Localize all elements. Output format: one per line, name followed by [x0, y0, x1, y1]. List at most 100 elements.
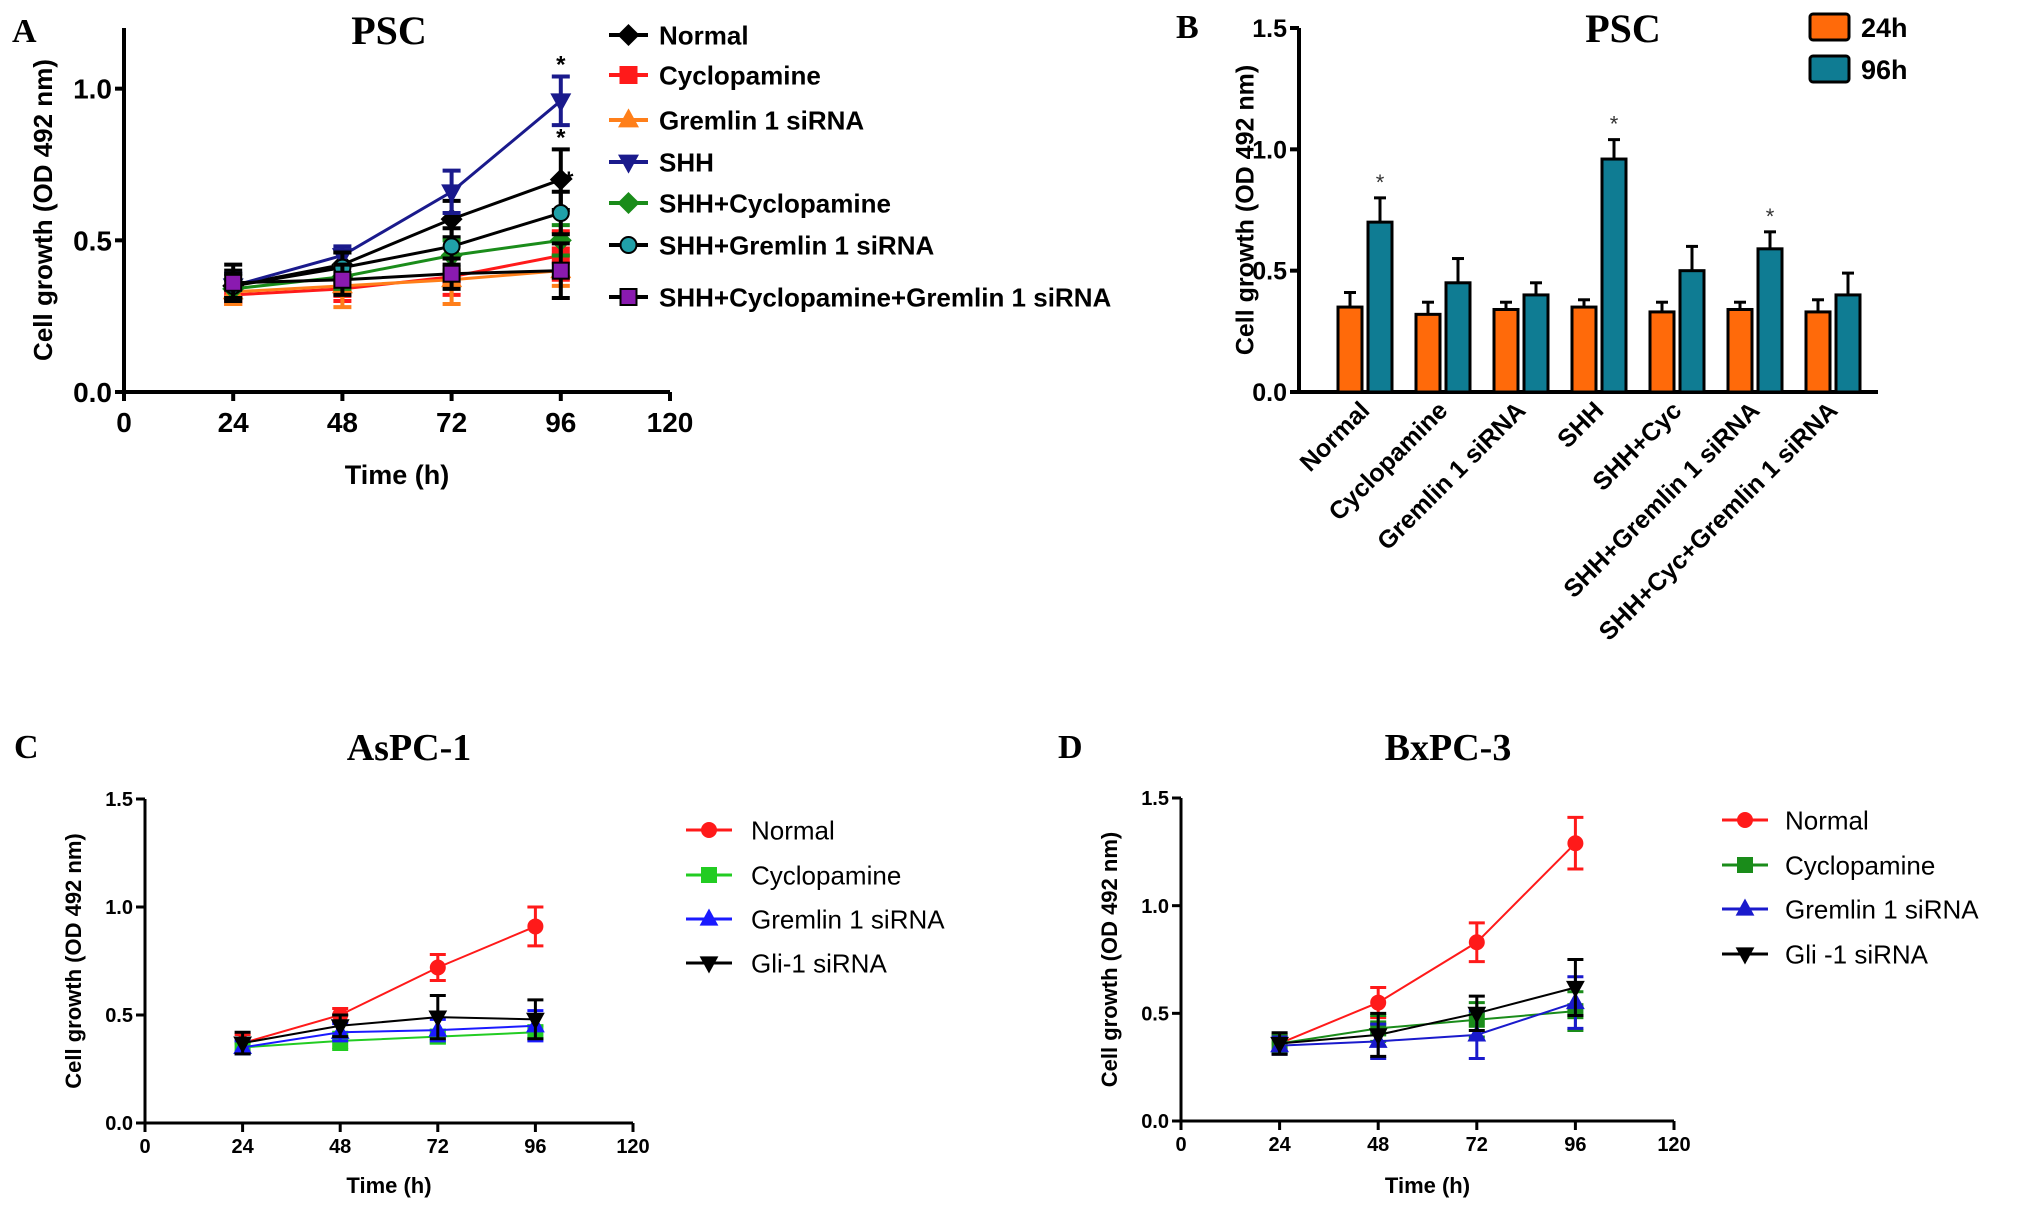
x-tick-label: 96	[545, 407, 576, 438]
significance-star: *	[1766, 204, 1775, 229]
marker-triangle-up	[1735, 898, 1755, 916]
y-tick-label: 1.0	[1252, 136, 1287, 164]
x-axis-label: Time (h)	[346, 1173, 431, 1198]
chart-title: BxPC-3	[1385, 727, 1512, 769]
bar	[1522, 293, 1550, 394]
marker-square	[701, 867, 717, 883]
significance-star: *	[556, 52, 566, 79]
bar	[1600, 157, 1628, 394]
bar-24h	[1570, 298, 1598, 394]
marker-circle	[429, 959, 446, 976]
x-axis-label: Time (h)	[1385, 1173, 1470, 1198]
series-line	[233, 269, 561, 285]
bar-96h	[1834, 271, 1862, 394]
bar	[1648, 310, 1676, 394]
marker-triangle-down	[1566, 980, 1585, 998]
marker-circle	[1737, 812, 1753, 828]
y-tick-label: 0.5	[105, 1005, 133, 1027]
legend-item: Normal	[686, 815, 835, 845]
legend-item: Gremlin 1 siRNA	[609, 105, 864, 135]
bar-24h	[1492, 300, 1520, 394]
significance-star: *	[1376, 170, 1385, 195]
series-cyclopamine	[234, 1024, 544, 1056]
x-tick-label: 0	[139, 1136, 150, 1158]
marker-triangle-down	[526, 1012, 545, 1030]
legend-item: Cyclopamine	[686, 860, 901, 890]
bar	[1726, 307, 1754, 394]
bar-24h	[1336, 291, 1364, 394]
marker-circle	[1468, 934, 1485, 951]
series-line	[242, 1031, 536, 1049]
legend-label: SHH+Cyclopamine	[659, 188, 891, 218]
x-tick-label: 24	[231, 1136, 254, 1158]
marker-circle	[1567, 835, 1584, 852]
x-axis-label: Time (h)	[345, 460, 450, 490]
marker-circle	[1370, 994, 1387, 1011]
marker-triangle-down	[441, 184, 463, 204]
marker-triangle-down	[699, 956, 719, 974]
marker-triangle-down	[618, 154, 639, 174]
marker-triangle-up	[618, 108, 639, 128]
legend-label: Gli-1 siRNA	[751, 948, 887, 978]
bar-96h	[1678, 244, 1706, 394]
legend-item: 24h	[1808, 12, 1908, 43]
bar	[1678, 269, 1706, 394]
series-line	[232, 211, 562, 288]
legend-label: 96h	[1861, 55, 1908, 85]
bar-96h	[1522, 281, 1550, 394]
x-tick-label: 48	[329, 1136, 351, 1158]
series-gli-1-sirna	[233, 994, 545, 1056]
legend-label: Cyclopamine	[751, 860, 901, 890]
y-axis-label: Cell growth (OD 492 nm)	[1232, 65, 1260, 355]
legend-item: SHH+Gremlin 1 siRNA	[609, 230, 934, 260]
x-tick-label: 24	[218, 407, 250, 438]
marker-square	[224, 273, 243, 292]
marker-triangle-up	[699, 908, 719, 926]
legend-item: SHH+Cyclopamine	[609, 188, 891, 218]
x-tick-label: 72	[1466, 1134, 1488, 1156]
x-tick-label: Normal	[1295, 396, 1376, 477]
y-tick-label: 0.0	[105, 1113, 133, 1135]
panel-label-b: B	[1176, 9, 1199, 46]
legend-swatch	[1808, 54, 1851, 84]
legend-swatch	[1808, 12, 1851, 42]
bar	[1414, 312, 1442, 394]
y-tick-label: 1.5	[1252, 15, 1287, 43]
marker-square	[1737, 857, 1753, 873]
legend-item: Normal	[1722, 805, 1869, 835]
marker-triangle-down	[428, 1010, 448, 1028]
significance-star: *	[564, 167, 574, 194]
series-line	[242, 925, 536, 1045]
legend-label: Gremlin 1 siRNA	[1785, 894, 1979, 924]
legend-item: Gremlin 1 siRNA	[1722, 894, 1979, 924]
marker-square	[442, 264, 461, 283]
x-tick-label: 120	[647, 407, 694, 438]
y-axis-label: Cell growth (OD 492 nm)	[1097, 832, 1122, 1087]
bar-96h: *	[1600, 112, 1628, 394]
bar	[1756, 247, 1784, 394]
marker-triangle-down	[330, 1019, 350, 1037]
marker-circle	[701, 822, 717, 838]
x-tick-label: 48	[327, 407, 358, 438]
marker-diamond	[617, 23, 640, 47]
legend-item: SHH	[609, 147, 714, 177]
series-normal	[1271, 815, 1584, 1054]
bar	[1444, 281, 1472, 394]
x-tick-label: 120	[1657, 1134, 1690, 1156]
bar	[1834, 293, 1862, 394]
series-line	[242, 1024, 536, 1049]
y-tick-label: 0.0	[73, 377, 112, 408]
series-line	[232, 99, 562, 288]
bar	[1366, 220, 1394, 394]
series-line	[233, 238, 562, 291]
marker-square	[333, 270, 352, 289]
bar-24h	[1726, 300, 1754, 394]
y-tick-label: 0.0	[1252, 379, 1287, 407]
bar-24h	[1804, 298, 1832, 394]
series-line	[1279, 842, 1577, 1045]
legend-item: Normal	[609, 20, 749, 50]
legend-label: Normal	[659, 20, 749, 50]
marker-triangle-up	[1467, 1024, 1487, 1042]
y-axis-label: Cell growth (OD 492 nm)	[28, 59, 58, 361]
